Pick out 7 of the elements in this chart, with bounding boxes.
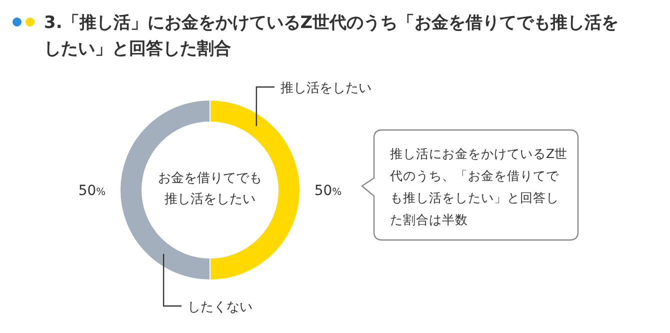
data-label: 50% [314,183,342,199]
text: お金を借りてでも推し活をしたい [158,171,262,207]
data-label: 50% [78,183,106,199]
text: 推し活にお金をかけているZ世代のうち、「お金を借りてでも推し活をしたい」と回答した割合は半数 [389,146,568,227]
chart-title: 3.「推し活」にお金をかけているZ世代のうち「お金を借りてでも推し活をしたい」と回答した割合 [44,13,619,59]
slice-label: 推し活をしたい [280,81,372,96]
slice-label: したくない [188,300,253,315]
